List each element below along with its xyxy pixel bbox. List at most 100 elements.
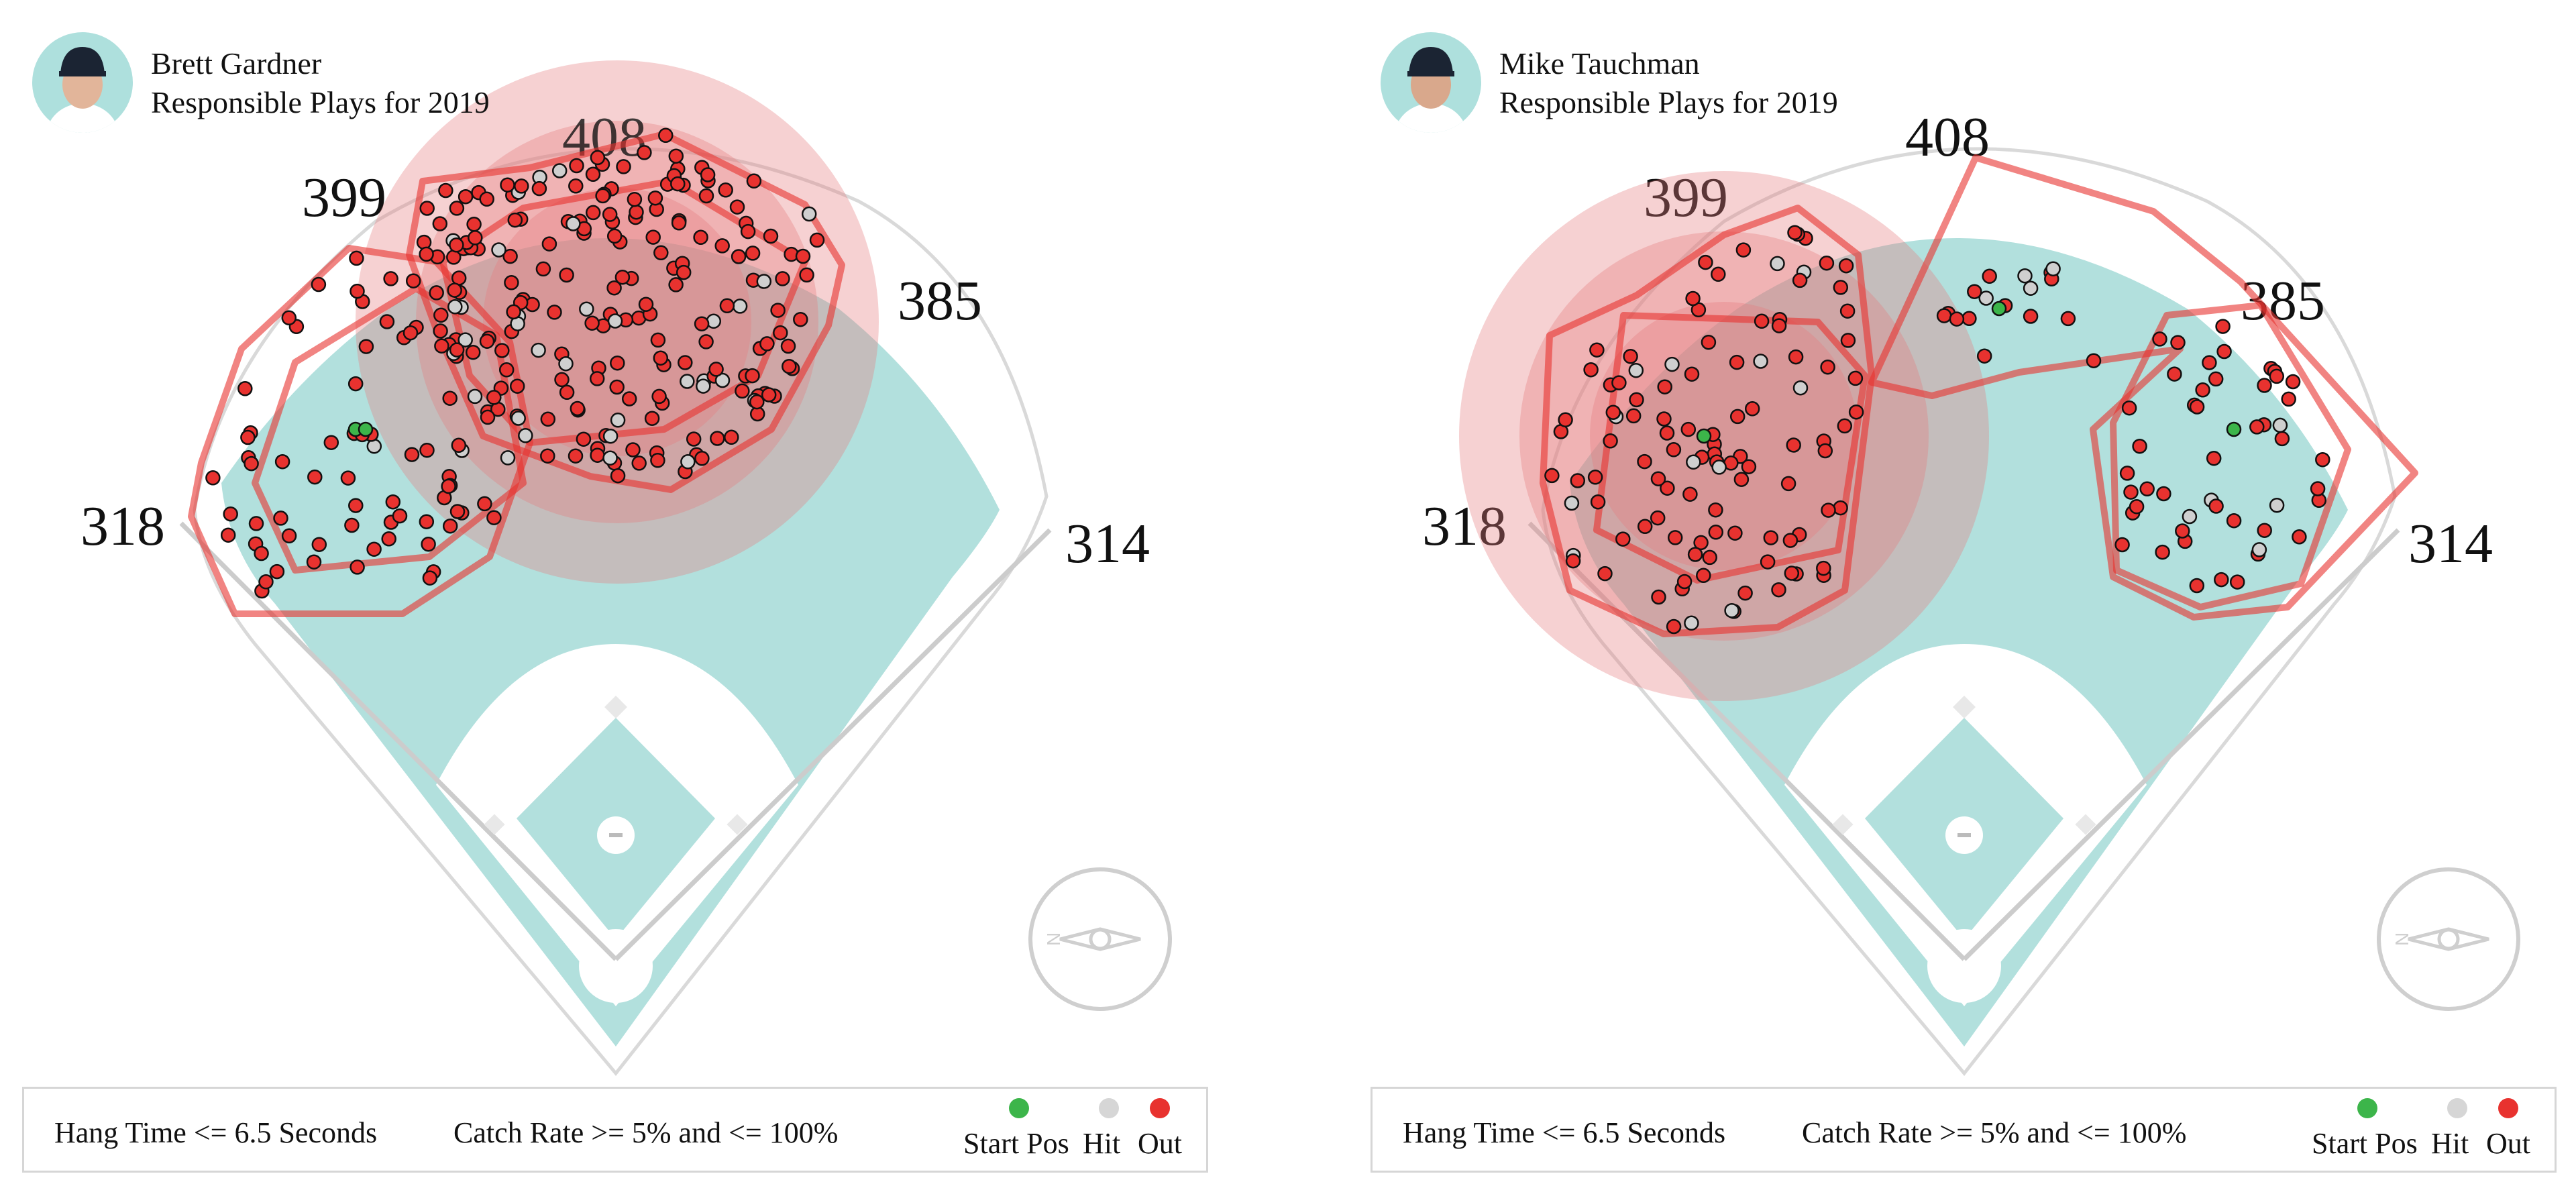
- out-marker: [479, 191, 494, 207]
- out-marker: [1597, 566, 1613, 582]
- out-marker: [698, 334, 714, 350]
- out-marker: [348, 498, 364, 513]
- out-marker: [392, 508, 408, 524]
- out-marker: [719, 298, 735, 314]
- hit-marker: [518, 428, 533, 443]
- out-marker: [500, 177, 515, 193]
- out-marker: [1838, 258, 1854, 274]
- out-marker: [1763, 530, 1779, 545]
- field-chart: 318 399 408 385 314 N: [1422, 106, 2520, 1076]
- out-marker: [540, 411, 556, 427]
- out-marker: [610, 468, 626, 484]
- out-marker: [498, 362, 515, 378]
- out-marker: [480, 409, 496, 425]
- out-marker: [2215, 319, 2231, 334]
- out-marker: [2226, 513, 2242, 529]
- field-chart: 318 399 385 314 N 408: [80, 60, 1172, 1076]
- hit-marker: [1753, 354, 1768, 369]
- out-marker: [1735, 242, 1752, 258]
- out-marker: [559, 267, 574, 283]
- legend-hit-label: Hit: [1083, 1127, 1121, 1160]
- compass-north-label: N: [1043, 932, 1064, 946]
- out-marker: [2132, 438, 2147, 454]
- out-marker: [429, 285, 444, 301]
- out-marker: [449, 237, 464, 253]
- hit-marker: [500, 450, 516, 466]
- distance-rf: 314: [2408, 513, 2493, 575]
- start-marker: [358, 421, 374, 437]
- hit-marker: [467, 388, 483, 405]
- out-marker: [1637, 453, 1652, 470]
- hit-marker: [511, 411, 526, 426]
- out-marker: [645, 229, 661, 245]
- out-marker: [1693, 535, 1709, 551]
- out-marker: [223, 506, 238, 522]
- out-marker: [1656, 411, 1672, 427]
- distance-lcf: 399: [302, 166, 386, 229]
- out-marker: [1727, 525, 1743, 541]
- filter-catch-rate: Catch Rate >= 5% and <= 100%: [1802, 1116, 2187, 1149]
- out-marker: [2129, 498, 2145, 515]
- out-marker: [1962, 311, 1977, 327]
- out-marker: [568, 178, 584, 194]
- out-marker: [434, 338, 449, 354]
- out-marker: [1702, 549, 1717, 566]
- hit-marker: [714, 372, 731, 388]
- legend-start-dot: [1009, 1098, 1029, 1118]
- out-marker: [1792, 272, 1808, 288]
- out-marker: [2281, 391, 2296, 407]
- out-marker: [468, 230, 483, 246]
- home-plate-circle: [579, 929, 653, 1003]
- out-marker: [1660, 480, 1675, 496]
- legend-out-label: Out: [1138, 1127, 1182, 1160]
- out-marker: [658, 127, 674, 144]
- out-marker: [745, 246, 761, 261]
- out-marker: [761, 387, 777, 403]
- out-marker: [379, 314, 395, 329]
- out-marker: [1682, 486, 1698, 502]
- out-marker: [1771, 318, 1787, 333]
- hit-marker: [1978, 290, 1994, 306]
- out-marker: [554, 372, 570, 388]
- out-marker: [502, 248, 518, 264]
- out-marker: [621, 391, 637, 407]
- out-marker: [782, 358, 797, 374]
- out-marker: [441, 478, 456, 494]
- compass-north-label: N: [2392, 932, 2412, 946]
- out-marker: [670, 176, 686, 192]
- out-marker: [2257, 378, 2272, 393]
- out-marker: [653, 245, 669, 261]
- out-marker: [383, 271, 398, 286]
- out-marker: [2167, 366, 2182, 382]
- out-marker: [421, 536, 436, 552]
- out-marker: [2119, 466, 2135, 481]
- out-marker: [678, 355, 693, 370]
- out-marker: [323, 435, 339, 450]
- hit-marker: [2182, 508, 2198, 525]
- hit-marker: [1684, 615, 1699, 631]
- out-marker: [416, 234, 432, 250]
- out-marker: [1650, 471, 1666, 486]
- out-marker: [2274, 431, 2290, 447]
- out-marker: [2086, 353, 2102, 368]
- legend-out-dot: [1150, 1098, 1170, 1118]
- out-marker: [1833, 280, 1849, 295]
- distance-rf: 314: [1065, 513, 1150, 575]
- out-marker: [693, 229, 708, 246]
- player-avatar: [32, 32, 133, 133]
- out-marker: [780, 338, 796, 354]
- out-marker: [405, 273, 421, 288]
- hit-marker: [2251, 542, 2267, 557]
- out-marker: [237, 381, 253, 396]
- out-marker: [740, 223, 756, 239]
- out-marker: [1787, 225, 1803, 240]
- out-marker: [606, 280, 622, 296]
- out-marker: [2152, 331, 2167, 347]
- out-marker: [2202, 355, 2217, 370]
- pitcher-rubber: [1957, 833, 1971, 837]
- hit-marker: [696, 378, 711, 394]
- out-marker: [438, 182, 453, 199]
- out-marker: [541, 236, 557, 252]
- right-foul-line: [614, 528, 1052, 961]
- out-marker: [1816, 560, 1831, 576]
